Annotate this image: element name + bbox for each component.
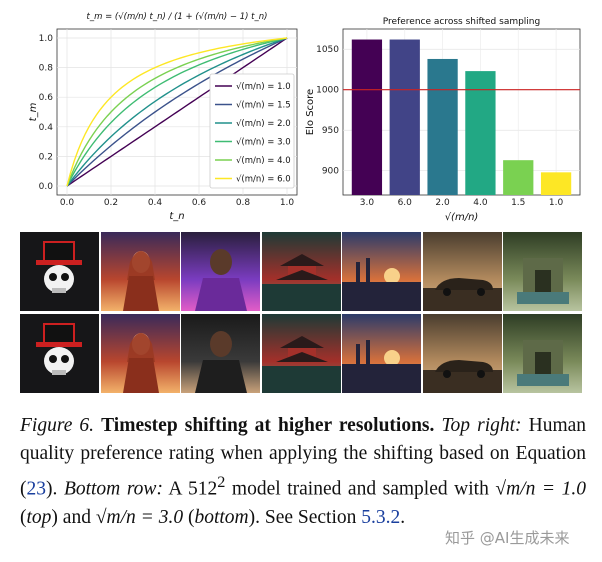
- image-man-leather-jacket-icon: [181, 314, 260, 393]
- superscript: 2: [217, 473, 226, 491]
- image-jungle-temple-icon: [503, 232, 582, 311]
- legend-label-3: √(m/n) = 3.0: [236, 138, 291, 148]
- image-red-pagoda-lake-icon: [261, 232, 341, 311]
- image-jungle-temple-icon: [503, 314, 582, 393]
- sample-image-woman-red-coat-times-square: [100, 232, 180, 311]
- left-x-label: t_n: [169, 211, 184, 222]
- caption-text-3: A 512: [168, 478, 218, 500]
- elo-bar-5: [540, 172, 572, 195]
- elo-bar-4: [503, 160, 534, 195]
- and-text: and: [62, 506, 91, 528]
- sample-image-jungle-temple: [503, 314, 582, 393]
- sample-image-skull-top-hat-logo: [20, 232, 99, 311]
- sample-image-grid: [20, 232, 583, 394]
- left-plot-title: t_m = (√(m/n) t_n) / (1 + (√(m/n) − 1) t…: [87, 12, 268, 22]
- right-plot-title: Preference across shifted sampling: [383, 17, 540, 27]
- curve-series-1: [66, 37, 288, 187]
- sample-image-jungle-temple: [503, 232, 582, 311]
- elo-bar-0: [351, 39, 383, 196]
- right-x-label: √(m/n): [445, 212, 479, 223]
- curve-series-2: [66, 37, 288, 187]
- sample-image-woman-red-coat-times-square: [100, 314, 180, 393]
- image-man-neon-jacket-icon: [181, 232, 260, 311]
- section-link[interactable]: 5.3.2: [361, 506, 401, 528]
- legend-label-2: √(m/n) = 2.0: [236, 119, 291, 129]
- right-x-tick: 1.0: [549, 198, 564, 208]
- left-y-tick: 0.2: [39, 152, 53, 162]
- elo-bar-chart: 900 950 1000 1050 3.0 6.0 2.0 4.0 1.5 1.0 Preferen…: [305, 17, 581, 223]
- sample-image-vintage-car-swamp: [422, 314, 502, 393]
- caption-text-1: Human quality preference rating when app…: [20, 415, 587, 500]
- left-y-tick: 1.0: [39, 34, 54, 44]
- caption-title: Timestep shifting at higher resolutions.: [101, 415, 435, 436]
- bottom-row-label: Bottom row:: [63, 478, 163, 500]
- right-y-label: Elo Score: [305, 89, 316, 135]
- sample-image-red-pagoda-lake: [261, 314, 341, 393]
- elo-bar-2: [427, 58, 458, 196]
- curve-series-3: [66, 37, 288, 187]
- legend-label-0: √(m/n) = 1.0: [236, 82, 291, 92]
- shift-curve-plot: 0.0 0.2 0.4 0.6 0.8 1.0 0.0 0.2 0.4 0.6 0.8 1.0 t_m …: [28, 12, 298, 222]
- image-skull-top-hat-logo-icon: [20, 314, 99, 393]
- top-right-label: Top right:: [441, 415, 522, 436]
- left-y-tick: 0.4: [39, 123, 54, 133]
- left-x-tick: 1.0: [280, 198, 295, 208]
- caption-end: .: [400, 506, 406, 528]
- elo-bar-3: [465, 71, 496, 195]
- sample-image-man-leather-jacket: [181, 314, 260, 393]
- right-y-tick: 1050: [316, 45, 339, 55]
- right-x-tick: 3.0: [360, 198, 375, 208]
- sample-image-industrial-sunset: [342, 314, 421, 393]
- caption-text-2: ).: [46, 478, 58, 500]
- watermark: 知乎 @AI生成未来: [445, 529, 570, 547]
- legend-label-1: √(m/n) = 1.5: [236, 101, 291, 111]
- curve-series-0: [66, 37, 288, 187]
- math-bottom: √m/n = 3.0: [95, 506, 184, 528]
- left-x-tick: 0.6: [192, 198, 207, 208]
- equation-link[interactable]: 23: [26, 478, 47, 500]
- right-y-tick: 900: [322, 167, 339, 177]
- image-woman-red-coat-times-square-icon: [100, 314, 180, 393]
- sample-image-industrial-sunset: [342, 232, 421, 311]
- left-y-tick: 0.6: [39, 93, 54, 103]
- curve-series-4: [66, 37, 288, 187]
- image-skull-top-hat-logo-icon: [20, 232, 99, 311]
- sample-image-vintage-car-swamp: [422, 232, 502, 311]
- figure-caption: Figure 6. Timestep shifting at higher re…: [20, 415, 587, 528]
- sample-image-skull-top-hat-logo: [20, 314, 99, 393]
- image-industrial-sunset-icon: [342, 232, 421, 311]
- right-plot-frame: [342, 28, 581, 196]
- curve-series-5: [66, 37, 288, 187]
- elo-bar-1: [389, 39, 420, 196]
- top-label: top: [26, 506, 52, 528]
- right-x-tick: 1.5: [511, 198, 525, 208]
- figure-label: Figure 6.: [20, 415, 95, 436]
- left-x-tick: 0.2: [104, 198, 118, 208]
- image-red-pagoda-lake-icon: [261, 314, 341, 393]
- bottom-label: bottom: [194, 506, 249, 528]
- right-y-tick: 1000: [316, 86, 339, 96]
- right-x-tick: 4.0: [473, 198, 488, 208]
- left-x-tick: 0.8: [236, 198, 251, 208]
- image-vintage-car-swamp-icon: [422, 314, 502, 393]
- left-y-tick: 0.8: [39, 64, 54, 74]
- sample-image-man-neon-jacket: [181, 232, 260, 311]
- see-text: See Section: [264, 506, 357, 528]
- math-top: √m/n = 1.0: [495, 478, 586, 500]
- image-vintage-car-swamp-icon: [422, 232, 502, 311]
- left-y-label: t_m: [28, 102, 39, 121]
- right-x-tick: 2.0: [435, 198, 450, 208]
- right-x-tick: 6.0: [398, 198, 413, 208]
- image-woman-red-coat-times-square-icon: [100, 232, 180, 311]
- legend-label-5: √(m/n) = 6.0: [236, 175, 291, 185]
- legend-label-4: √(m/n) = 4.0: [236, 156, 291, 166]
- figure-panel: 0.0 0.2 0.4 0.6 0.8 1.0 0.0 0.2 0.4 0.6 0.8 1.0 t_m …: [28, 12, 581, 223]
- caption-text-4: model trained and sampled with: [231, 478, 489, 500]
- image-industrial-sunset-icon: [342, 314, 421, 393]
- right-y-tick: 950: [322, 126, 339, 136]
- left-x-tick: 0.0: [60, 198, 75, 208]
- sample-image-red-pagoda-lake: [261, 232, 341, 311]
- left-x-tick: 0.4: [148, 198, 163, 208]
- left-y-tick: 0.0: [39, 182, 54, 192]
